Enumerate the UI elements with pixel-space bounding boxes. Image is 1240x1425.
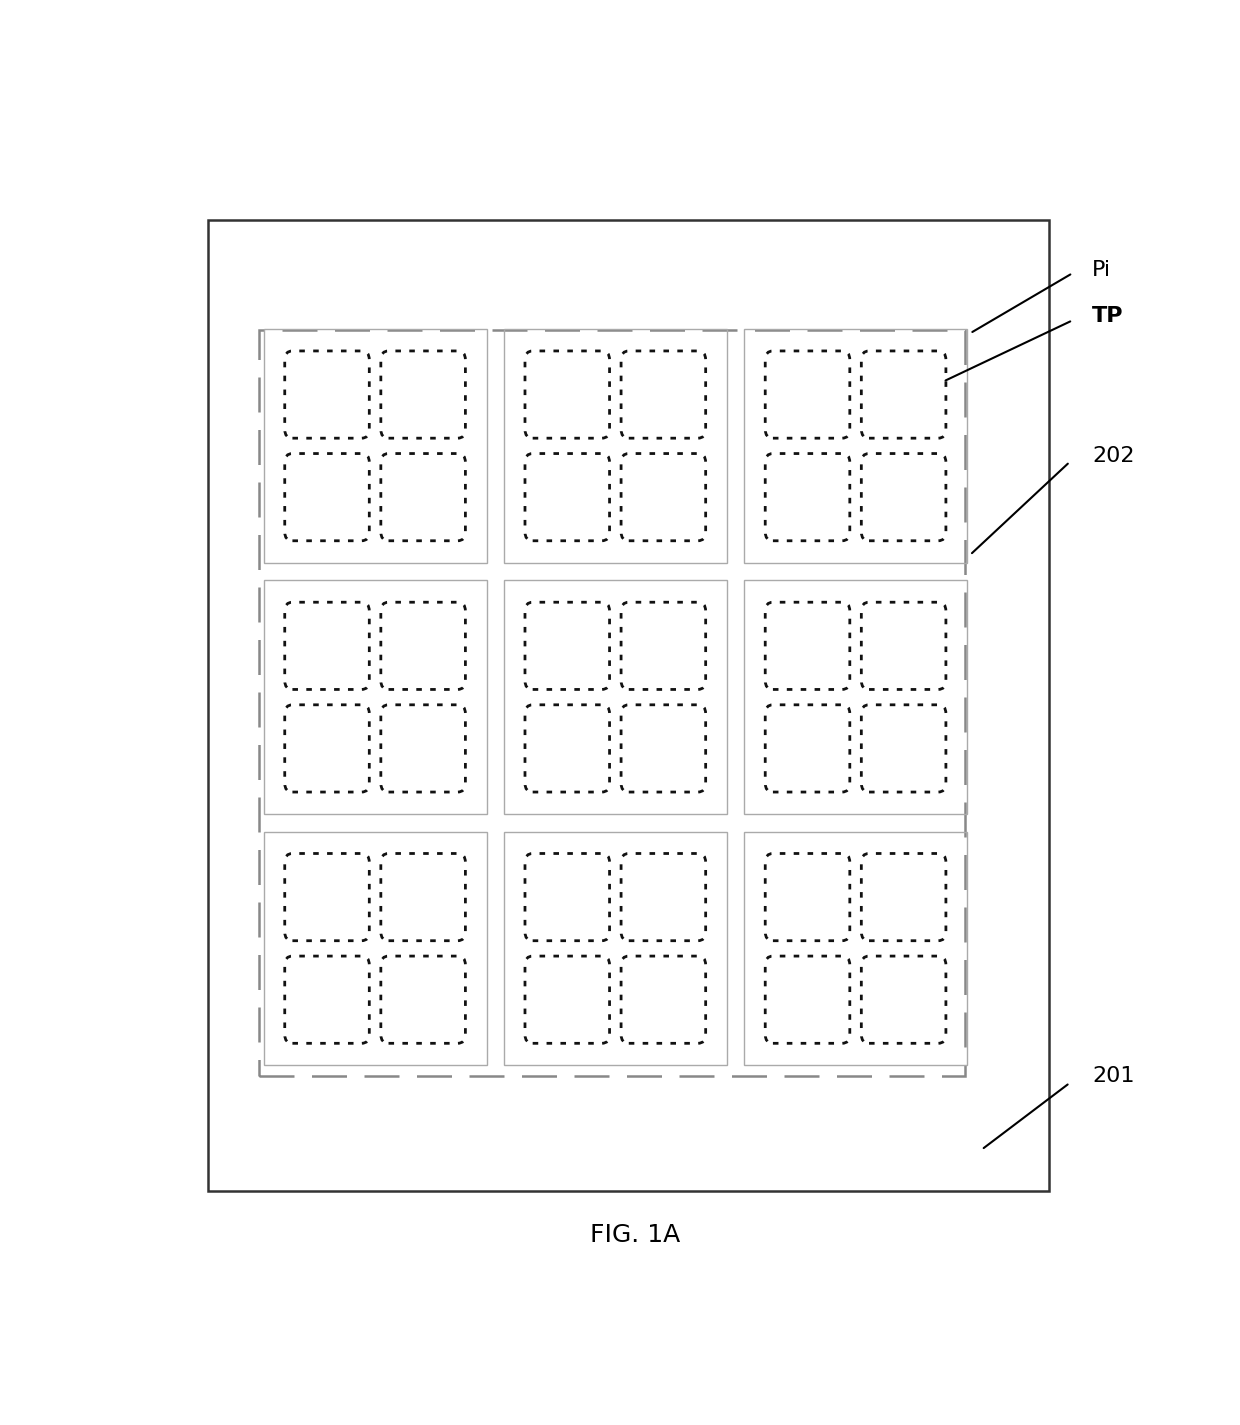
- Text: 201: 201: [1092, 1066, 1135, 1086]
- Bar: [744, 832, 967, 1066]
- Text: Pi: Pi: [1092, 259, 1111, 279]
- Bar: [264, 329, 486, 563]
- Bar: [503, 832, 727, 1066]
- Bar: [208, 221, 1049, 1191]
- Bar: [264, 580, 486, 814]
- Text: 202: 202: [1092, 446, 1135, 466]
- Bar: [744, 580, 967, 814]
- Bar: [259, 331, 965, 1076]
- Bar: [264, 832, 486, 1066]
- Bar: [503, 329, 727, 563]
- Text: TP: TP: [1092, 306, 1123, 326]
- Text: FIG. 1A: FIG. 1A: [590, 1223, 681, 1247]
- Bar: [503, 580, 727, 814]
- Bar: [744, 329, 967, 563]
